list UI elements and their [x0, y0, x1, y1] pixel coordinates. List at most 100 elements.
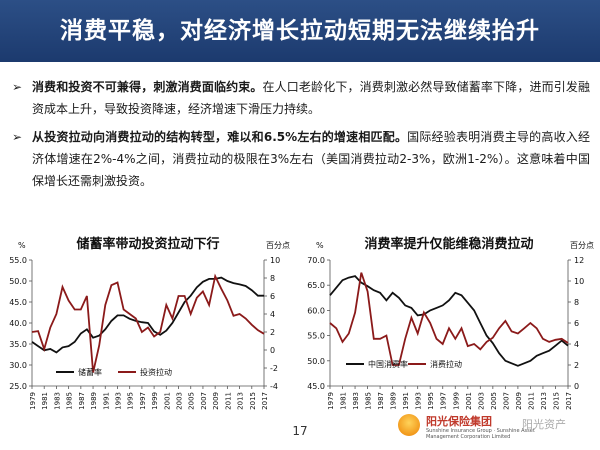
logo-english: Sunshine Insurance Group · Sunshine Asse… — [426, 428, 535, 440]
x-tick-label: 1985 — [66, 392, 74, 410]
right-tick-label: 2 — [270, 328, 275, 337]
x-tick-label: 2009 — [515, 392, 523, 410]
bullet-text: 在人口老龄化下，消费刺激必然导致储蓄率下降，进而引发融资成本上升，导致投资降速，… — [32, 80, 590, 116]
left-tick-label: 60.0 — [307, 306, 325, 315]
x-tick-label: 2007 — [200, 392, 208, 410]
page-number: 17 — [292, 424, 308, 438]
x-tick-label: 1981 — [340, 392, 348, 410]
x-tick-label: 2007 — [502, 392, 510, 410]
left-tick-label: 50.0 — [307, 357, 325, 366]
x-tick-label: 2001 — [465, 392, 473, 410]
right-tick-label: 4 — [270, 310, 275, 319]
x-tick-label: 2017 — [261, 392, 269, 410]
x-tick-label: 1979 — [327, 392, 335, 410]
right-axis-unit: 百分点 — [570, 241, 594, 250]
x-tick-label: 1991 — [102, 392, 110, 410]
x-tick-label: 2013 — [237, 392, 245, 410]
x-tick-label: 2015 — [249, 392, 257, 410]
right-tick-label: -2 — [270, 364, 278, 373]
chart-title: 储蓄率带动投资拉动下行 — [75, 236, 219, 252]
x-tick-label: 2011 — [224, 392, 232, 410]
left-tick-label: 70.0 — [307, 256, 325, 265]
x-tick-label: 1995 — [127, 392, 135, 410]
right-tick-label: 10 — [574, 277, 584, 286]
x-tick-label: 1989 — [90, 392, 98, 410]
left-tick-label: 55.0 — [307, 332, 325, 341]
x-tick-label: 2003 — [176, 392, 184, 410]
left-tick-label: 25.0 — [9, 382, 27, 391]
bullet-list: ➢ 消费和投资不可兼得，刺激消费面临约束。在人口老龄化下，消费刺激必然导致储蓄率… — [12, 76, 590, 198]
x-tick-label: 1989 — [390, 392, 398, 410]
x-tick-label: 1987 — [377, 392, 385, 410]
logo-name: 阳光保险集团 — [426, 415, 492, 428]
arrow-bullet-icon: ➢ — [12, 130, 23, 144]
x-tick-label: 1985 — [365, 392, 373, 410]
right-tick-label: 6 — [574, 319, 579, 328]
bullet-text: 国际经验表明消费主导的高收入经济体增速在2%-4%之间，消费拉动的极限在3%左右… — [32, 130, 590, 188]
left-tick-label: 45.0 — [307, 382, 325, 391]
chart-canvas: 储蓄率带动投资拉动下行% 百分点 25.0 30.0 35.0 40.0 45.0 50.0 5… — [9, 236, 290, 410]
right-tick-label: 4 — [574, 340, 579, 349]
legend-label: 中国消费率 — [368, 359, 408, 369]
x-tick-label: 1999 — [151, 392, 159, 410]
sun-logo-icon — [398, 414, 420, 436]
x-tick-label: 2003 — [477, 392, 485, 410]
right-axis-unit: 百分点 — [266, 241, 290, 250]
series-line — [329, 272, 569, 366]
x-tick-label: 1997 — [440, 392, 448, 410]
right-tick-label: -4 — [270, 382, 278, 391]
bullet-bold-text: 从投资拉动向消费拉动的结构转型，难以和6.5%左右的增速相匹配。 — [32, 130, 408, 144]
x-tick-label: 1983 — [352, 392, 360, 410]
x-tick-label: 1979 — [29, 392, 37, 410]
right-tick-label: 12 — [574, 256, 584, 265]
left-tick-label: 55.0 — [9, 256, 27, 265]
left-axis-unit: % — [316, 241, 324, 250]
title-bar — [0, 0, 600, 62]
right-tick-label: 8 — [270, 274, 275, 283]
x-tick-label: 2005 — [188, 392, 196, 410]
right-tick-label: 0 — [574, 382, 579, 391]
x-tick-label: 2005 — [490, 392, 498, 410]
x-tick-label: 2017 — [565, 392, 573, 410]
company-logo: 阳光保险集团 Sunshine Insurance Group · Sunshi… — [392, 410, 600, 442]
bullet-item: ➢ 从投资拉动向消费拉动的结构转型，难以和6.5%左右的增速相匹配。国际经验表明… — [12, 126, 590, 192]
left-tick-label: 40.0 — [9, 319, 27, 328]
left-tick-label: 65.0 — [307, 281, 325, 290]
bullet-item: ➢ 消费和投资不可兼得，刺激消费面临约束。在人口老龄化下，消费刺激必然导致储蓄率… — [12, 76, 590, 120]
left-tick-label: 30.0 — [9, 361, 27, 370]
consumption-chart: 消费率提升仅能维稳消费拉动% 百分点 45.0 50.0 55.0 60.0 65.0 70.… — [306, 228, 596, 418]
x-tick-label: 1993 — [415, 392, 423, 410]
arrow-bullet-icon: ➢ — [12, 80, 23, 94]
legend-label: 储蓄率 — [78, 367, 102, 377]
x-tick-label: 2015 — [552, 392, 560, 410]
series-line — [31, 276, 264, 354]
page-title: 消费平稳，对经济增长拉动短期无法继续抬升 — [60, 18, 540, 44]
x-tick-label: 1995 — [427, 392, 435, 410]
x-tick-label: 2011 — [527, 392, 535, 410]
right-tick-label: 8 — [574, 298, 579, 307]
savings-investment-chart: 储蓄率带动投资拉动下行% 百分点 25.0 30.0 35.0 40.0 45.0 50.0 5… — [2, 228, 292, 418]
x-tick-label: 2013 — [540, 392, 548, 410]
x-tick-label: 1997 — [139, 392, 147, 410]
legend-label: 投资拉动 — [140, 367, 172, 377]
chart-canvas: 消费率提升仅能维稳消费拉动% 百分点 45.0 50.0 55.0 60.0 65.0 70.… — [307, 236, 594, 410]
left-axis-unit: % — [18, 241, 26, 250]
x-tick-label: 1999 — [452, 392, 460, 410]
right-tick-label: 10 — [270, 256, 280, 265]
left-tick-label: 45.0 — [9, 298, 27, 307]
series-line — [329, 275, 569, 367]
right-tick-label: 2 — [574, 361, 579, 370]
x-tick-label: 1981 — [41, 392, 49, 410]
x-tick-label: 1987 — [78, 392, 86, 410]
bullet-bold-text: 消费和投资不可兼得，刺激消费面临约束。 — [32, 80, 263, 94]
left-tick-label: 50.0 — [9, 277, 27, 286]
chart-title: 消费率提升仅能维稳消费拉动 — [364, 236, 533, 252]
series-line — [31, 273, 265, 373]
right-tick-label: 6 — [270, 292, 275, 301]
watermark: 阳光资产 — [522, 418, 566, 431]
x-tick-label: 1993 — [114, 392, 122, 410]
legend-label: 消费拉动 — [430, 359, 462, 369]
x-tick-label: 1991 — [402, 392, 410, 410]
x-tick-label: 1983 — [53, 392, 61, 410]
x-tick-label: 2009 — [212, 392, 220, 410]
